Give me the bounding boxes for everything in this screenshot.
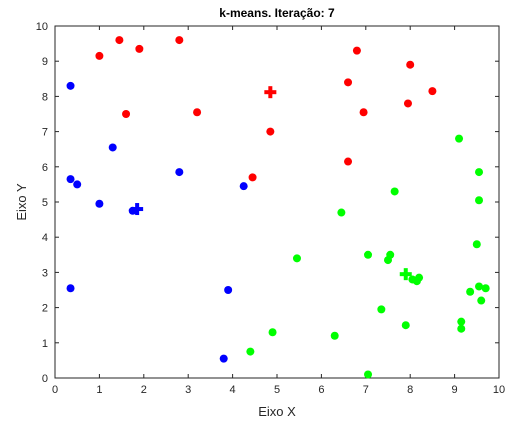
x-tick-label: 7	[363, 384, 369, 396]
data-point	[475, 196, 484, 205]
data-point	[384, 256, 392, 265]
data-point	[66, 81, 75, 90]
x-tick-label: 4	[230, 384, 236, 396]
data-point	[406, 60, 415, 69]
plot-area	[54, 25, 500, 379]
y-tick-label: 6	[42, 162, 48, 174]
data-point	[246, 347, 255, 356]
centroid-marker	[131, 203, 144, 216]
y-tick-label: 3	[42, 267, 48, 279]
y-tick-label: 0	[42, 373, 48, 385]
data-point	[248, 173, 257, 182]
data-point	[95, 199, 104, 208]
centroid-markers	[131, 86, 412, 281]
y-tick-label: 1	[42, 338, 48, 350]
x-tick-label: 6	[318, 384, 324, 396]
data-point	[401, 321, 410, 330]
data-point	[175, 36, 184, 45]
y-tick-label: 9	[42, 56, 48, 68]
data-point	[115, 36, 124, 45]
data-point	[412, 277, 421, 286]
data-point	[108, 143, 117, 152]
data-point	[377, 305, 386, 314]
data-point	[330, 331, 339, 340]
data-point	[175, 168, 184, 177]
data-point	[455, 134, 464, 143]
data-point	[95, 51, 104, 60]
data-point	[457, 317, 466, 326]
data-point	[292, 254, 301, 263]
data-point	[481, 284, 490, 293]
data-point	[268, 328, 277, 337]
centroid-marker	[264, 86, 277, 99]
data-point	[337, 208, 346, 217]
data-point	[344, 78, 353, 87]
data-point	[344, 157, 353, 166]
data-point	[266, 127, 275, 136]
x-tick-label: 0	[52, 384, 58, 396]
data-point	[390, 187, 399, 196]
data-point	[352, 46, 361, 55]
y-axis-label: Eixo Y	[14, 183, 29, 221]
x-axis-label: Eixo X	[258, 404, 296, 419]
y-tick-label: 5	[42, 197, 48, 209]
data-point	[403, 99, 412, 108]
x-tick-label: 10	[493, 384, 505, 396]
data-point	[364, 250, 373, 259]
y-tick-label: 8	[42, 91, 48, 103]
x-tick-label: 1	[96, 384, 102, 396]
data-point	[457, 324, 466, 333]
data-point	[359, 108, 368, 117]
data-point	[475, 282, 484, 291]
data-point	[428, 87, 437, 96]
x-tick-label: 9	[452, 384, 458, 396]
data-point	[73, 180, 82, 189]
data-point	[193, 108, 202, 117]
data-point	[364, 370, 373, 379]
centroid-marker	[399, 268, 412, 281]
x-tick-label: 3	[185, 384, 191, 396]
x-tick-label: 8	[407, 384, 413, 396]
data-point	[219, 354, 228, 363]
y-axis: 0 1 2 3 4 5 6 7 8 9 10	[36, 21, 499, 385]
y-tick-label: 2	[42, 303, 48, 315]
data-point	[135, 44, 144, 53]
data-point	[66, 175, 75, 184]
chart-title: k-means. Iteração: 7	[219, 6, 335, 20]
data-point	[475, 168, 484, 177]
data-points	[66, 36, 490, 379]
y-tick-label: 4	[42, 232, 48, 244]
x-tick-label: 5	[274, 384, 280, 396]
data-point	[477, 296, 486, 305]
data-point	[224, 286, 233, 294]
data-point	[66, 284, 75, 293]
y-tick-label: 7	[42, 127, 48, 139]
x-axis: 0 1 2 3 4 5 6 7 8 9 10	[52, 26, 505, 396]
data-point	[466, 287, 475, 296]
x-tick-label: 2	[141, 384, 147, 396]
y-tick-label: 10	[36, 21, 48, 33]
data-point	[122, 110, 131, 118]
data-point	[239, 182, 248, 191]
data-point	[472, 240, 481, 249]
